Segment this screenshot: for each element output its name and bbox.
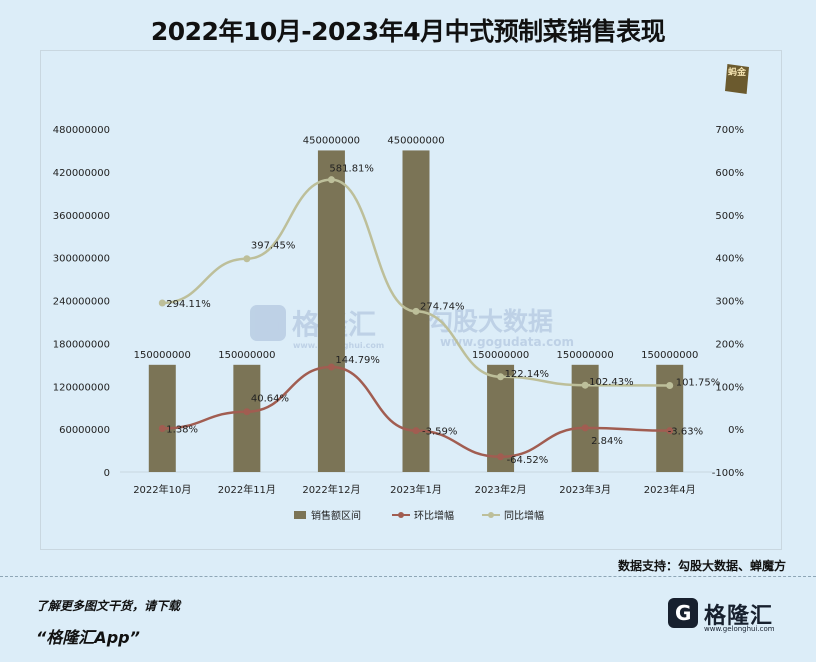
yoy-growth-point: [581, 381, 589, 389]
left-y-tick-label: 420000000: [53, 168, 110, 179]
x-axis-category: 2022年10月: [133, 483, 191, 496]
x-axis-category: 2023年1月: [390, 483, 442, 496]
yoy-growth-point: [497, 373, 505, 381]
legend-label: 环比增幅: [414, 509, 454, 522]
watermark-right-url: www.gogudata.com: [440, 335, 574, 349]
mom-growth-point: [666, 427, 674, 435]
left-y-tick-label: 0: [104, 468, 110, 479]
legend-bar-swatch: [294, 511, 306, 519]
mom-growth-point: [158, 425, 166, 433]
bar-value-label: 150000000: [218, 350, 275, 361]
bar-value-label: 150000000: [641, 350, 698, 361]
right-y-tick-label: 500%: [715, 211, 744, 222]
yoy-growth-point: [666, 381, 674, 389]
mom-growth-point: [497, 453, 505, 461]
right-y-tick-label: 700%: [715, 125, 744, 136]
mom-growth-point: [327, 363, 335, 371]
bar-value-label: 450000000: [303, 135, 360, 146]
left-y-tick-label: 360000000: [53, 211, 110, 222]
bar: [233, 364, 261, 472]
yoy-growth-point: [412, 307, 420, 315]
right-y-tick-label: 100%: [715, 382, 744, 393]
logo-name: 格隆汇: [704, 604, 774, 629]
data-source: 数据支持：勾股大数据、蝉魔方: [617, 559, 786, 573]
mom-growth-label: 40.64%: [251, 394, 289, 405]
left-y-tick-label: 240000000: [53, 297, 110, 308]
yoy-growth-label: 294.11%: [166, 299, 211, 310]
yoy-growth-label: 122.14%: [505, 369, 549, 380]
legend-marker: [398, 512, 404, 518]
yoy-growth-label: 274.74%: [420, 301, 465, 312]
x-axis-category: 2023年2月: [475, 483, 527, 496]
x-axis-category: 2023年3月: [559, 483, 611, 496]
bar-value-label: 150000000: [472, 350, 529, 361]
bar-value-label: 450000000: [387, 135, 444, 146]
legend: 销售额区间 环比增幅 同比增幅: [294, 509, 544, 522]
footer-note: 了解更多图文干货，请下载: [36, 599, 181, 613]
yoy-growth-label: 397.45%: [251, 241, 296, 252]
yoy-growth-label: 102.43%: [589, 377, 634, 388]
line-series: 1.38% 40.64% 144.79% -3.59% -64.52% 2.84% -3.6…: [158, 164, 721, 466]
legend-marker: [488, 512, 494, 518]
left-y-tick-label: 300000000: [53, 254, 110, 265]
right-y-tick-label: -100%: [712, 468, 744, 479]
legend-label: 同比增幅: [504, 509, 544, 522]
corner-badge-icon: 蚂金: [725, 64, 749, 94]
bar-value-label: 150000000: [557, 350, 614, 361]
mom-growth-point: [581, 424, 589, 432]
x-axis-labels: 2022年10月 2022年11月 2022年12月 2023年1月 2023年2月 20…: [133, 483, 695, 496]
bar-data-labels: 150000000 150000000 450000000 450000000 1500…: [134, 135, 699, 360]
x-axis-category: 2022年12月: [302, 483, 360, 496]
footer-divider: [0, 576, 816, 577]
mom-growth-point: [412, 427, 420, 435]
mom-growth-label: 144.79%: [335, 355, 380, 366]
legend-label: 销售额区间: [311, 509, 361, 522]
left-y-tick-label: 60000000: [59, 425, 110, 436]
right-y-tick-label: 0%: [728, 425, 744, 436]
left-y-tick-label: 120000000: [53, 382, 110, 393]
page-title: 2022年10月-2023年4月中式预制菜销售表现: [150, 17, 666, 46]
combo-chart: G 格隆汇 www.gelonghui.com 勾股大数据 www.goguda…: [53, 125, 744, 522]
left-y-axis: 0 60000000 120000000 180000000 240000000 3000…: [53, 125, 110, 479]
yoy-growth-point: [243, 255, 251, 263]
mom-growth-label: -64.52%: [507, 455, 549, 466]
right-y-axis: -100% 0% 100% 200% 300% 400% 500% 600% 700%: [712, 125, 744, 479]
right-y-tick-label: 200%: [715, 339, 744, 350]
right-y-tick-label: 300%: [715, 297, 744, 308]
yoy-growth-label: 101.75%: [676, 377, 721, 388]
logo-url: www.gelonghui.com: [704, 625, 775, 633]
mom-growth-label: -3.59%: [422, 427, 457, 438]
footer-app-name: “格隆汇App”: [36, 628, 140, 647]
corner-badge-text: 蚂金: [728, 68, 747, 78]
x-axis-category: 2022年11月: [218, 483, 276, 496]
yoy-growth-point: [327, 176, 335, 184]
bar: [317, 150, 345, 472]
right-y-tick-label: 400%: [715, 254, 744, 265]
mom-growth-point: [243, 408, 251, 416]
footer-logo: G 格隆汇 www.gelonghui.com: [668, 596, 788, 636]
yoy-growth-label: 581.81%: [329, 164, 374, 175]
x-axis-category: 2023年4月: [644, 483, 696, 496]
left-y-tick-label: 180000000: [53, 339, 110, 350]
watermark-logo-glyph: G: [259, 309, 280, 339]
right-y-tick-label: 600%: [715, 168, 744, 179]
bar-value-label: 150000000: [134, 350, 191, 361]
left-y-tick-label: 480000000: [53, 125, 110, 136]
yoy-growth-point: [158, 299, 166, 307]
logo-icon: G: [668, 598, 698, 628]
mom-growth-label: 1.38%: [166, 425, 198, 436]
mom-growth-label: -3.63%: [668, 427, 703, 438]
watermark-logo-icon: [250, 305, 286, 341]
bar: [148, 364, 176, 472]
mom-growth-label: 2.84%: [591, 436, 623, 447]
